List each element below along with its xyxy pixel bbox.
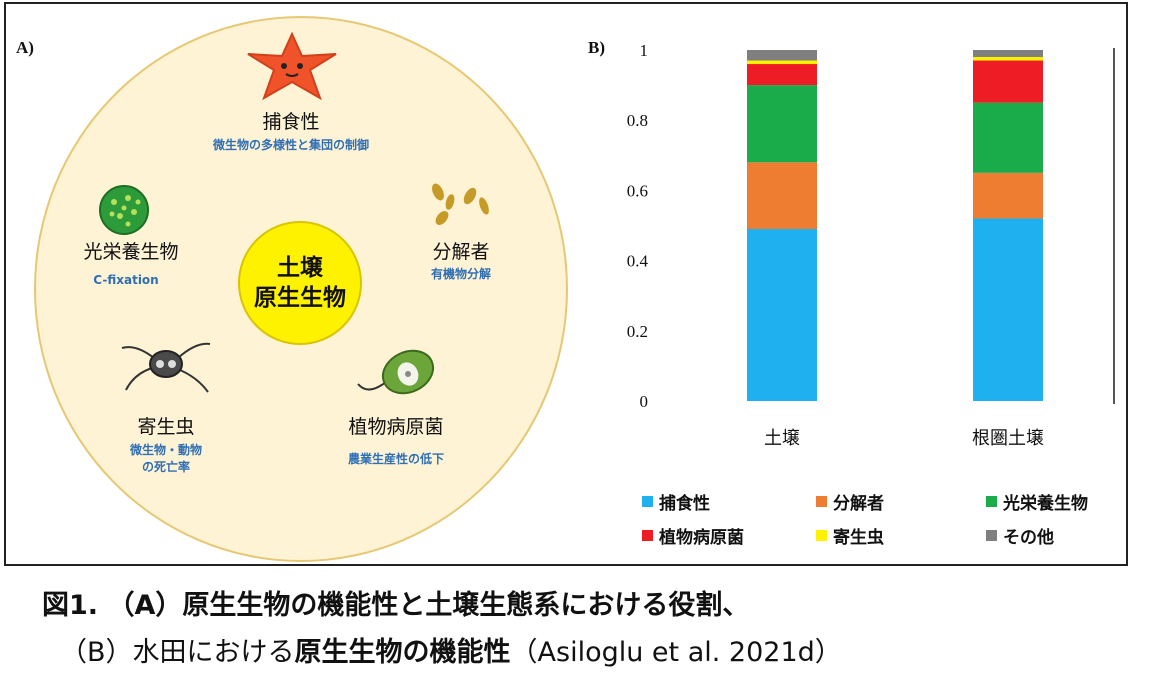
figure-frame: A) B) 土壌 原生生物 捕食性 微生物の多様性と集団の制御 光栄養生物 C-…	[4, 2, 1128, 566]
bar-segment	[973, 218, 1043, 401]
legend-swatch	[816, 496, 827, 507]
panel-b-label: B)	[588, 38, 605, 57]
legend-swatch	[816, 530, 827, 541]
role-parasite-desc-2: の死亡率	[141, 460, 190, 474]
role-phototroph: 光栄養生物	[83, 241, 179, 263]
legend-label: 植物病原菌	[659, 528, 744, 548]
legend-label: その他	[1003, 528, 1054, 548]
role-pathogen: 植物病原菌	[348, 416, 444, 438]
legend-item-pathogen: 植物病原菌	[642, 523, 744, 548]
caption-citation: （Asiloglu et al. 2021d）	[510, 637, 842, 668]
decomposer-icon	[432, 183, 489, 225]
bar-segment	[747, 50, 817, 61]
figure-caption-line1: 図1. （A）原生生物の機能性と土壌生態系における役割、	[42, 590, 750, 621]
legend-item-decomposer: 分解者	[816, 489, 884, 514]
bar-segment	[747, 64, 817, 86]
green-cell-icon	[99, 185, 149, 235]
y-tick-label: 0.6	[627, 181, 648, 200]
bar-segment	[973, 172, 1043, 219]
y-tick-label: 0	[640, 392, 649, 411]
role-decomposer-desc: 有機物分解	[430, 267, 491, 281]
bar-segment	[973, 50, 1043, 58]
bar-segment	[973, 60, 1043, 103]
parasite-icon	[121, 342, 211, 393]
caption-part-b: （B）水田における	[60, 637, 295, 668]
role-parasite-desc-1: 微生物・動物	[129, 443, 202, 457]
legend-swatch	[642, 530, 653, 541]
y-tick-label: 0.2	[627, 322, 648, 341]
bar-segment	[747, 60, 817, 65]
legend-label: 捕食性	[659, 494, 710, 514]
bar-segment	[747, 162, 817, 230]
role-decomposer: 分解者	[432, 241, 490, 263]
y-tick-label: 1	[640, 41, 649, 60]
role-predator: 捕食性	[262, 111, 320, 133]
role-predator-desc: 微生物の多様性と集団の制御	[212, 138, 369, 152]
caption-part-bold: 原生生物の機能性	[294, 637, 511, 668]
bar-segment	[973, 57, 1043, 61]
legend-label: 寄生虫	[833, 528, 884, 548]
role-parasite: 寄生虫	[137, 416, 195, 438]
legend-label: 光栄養生物	[1003, 494, 1088, 514]
figure-caption-line2: （B）水田における原生生物の機能性（Asiloglu et al. 2021d）	[60, 630, 842, 669]
legend-swatch	[642, 496, 653, 507]
role-pathogen-desc: 農業生産性の低下	[347, 452, 444, 466]
role-phototroph-desc: C-fixation	[93, 273, 159, 287]
center-line1: 土壌	[277, 255, 323, 281]
bar-segment	[973, 102, 1043, 173]
legend-item-other: その他	[986, 523, 1054, 548]
starfish-icon	[247, 32, 337, 100]
legend-label: 分解者	[833, 494, 884, 514]
bar-segment	[747, 229, 817, 401]
legend-swatch	[986, 496, 997, 507]
pathogen-icon	[357, 349, 435, 395]
y-tick-label: 0.8	[627, 111, 648, 130]
panel-a-label: A)	[16, 38, 34, 57]
legend-item-predator: 捕食性	[642, 489, 710, 514]
legend-item-phototroph: 光栄養生物	[986, 489, 1088, 514]
bar-segment	[747, 85, 817, 163]
x-category-label: 土壌	[764, 428, 800, 449]
stacked-bar-chart: 0 0.2 0.4 0.6 0.8 1 土壌 根圏土壌	[627, 41, 1115, 449]
y-tick-label: 0.4	[627, 252, 649, 271]
x-category-label: 根圏土壌	[972, 428, 1044, 449]
legend-swatch	[986, 530, 997, 541]
center-line2: 原生生物	[254, 285, 346, 311]
legend-item-parasite: 寄生虫	[816, 523, 884, 548]
center-soil-protist: 土壌 原生生物	[238, 221, 362, 345]
